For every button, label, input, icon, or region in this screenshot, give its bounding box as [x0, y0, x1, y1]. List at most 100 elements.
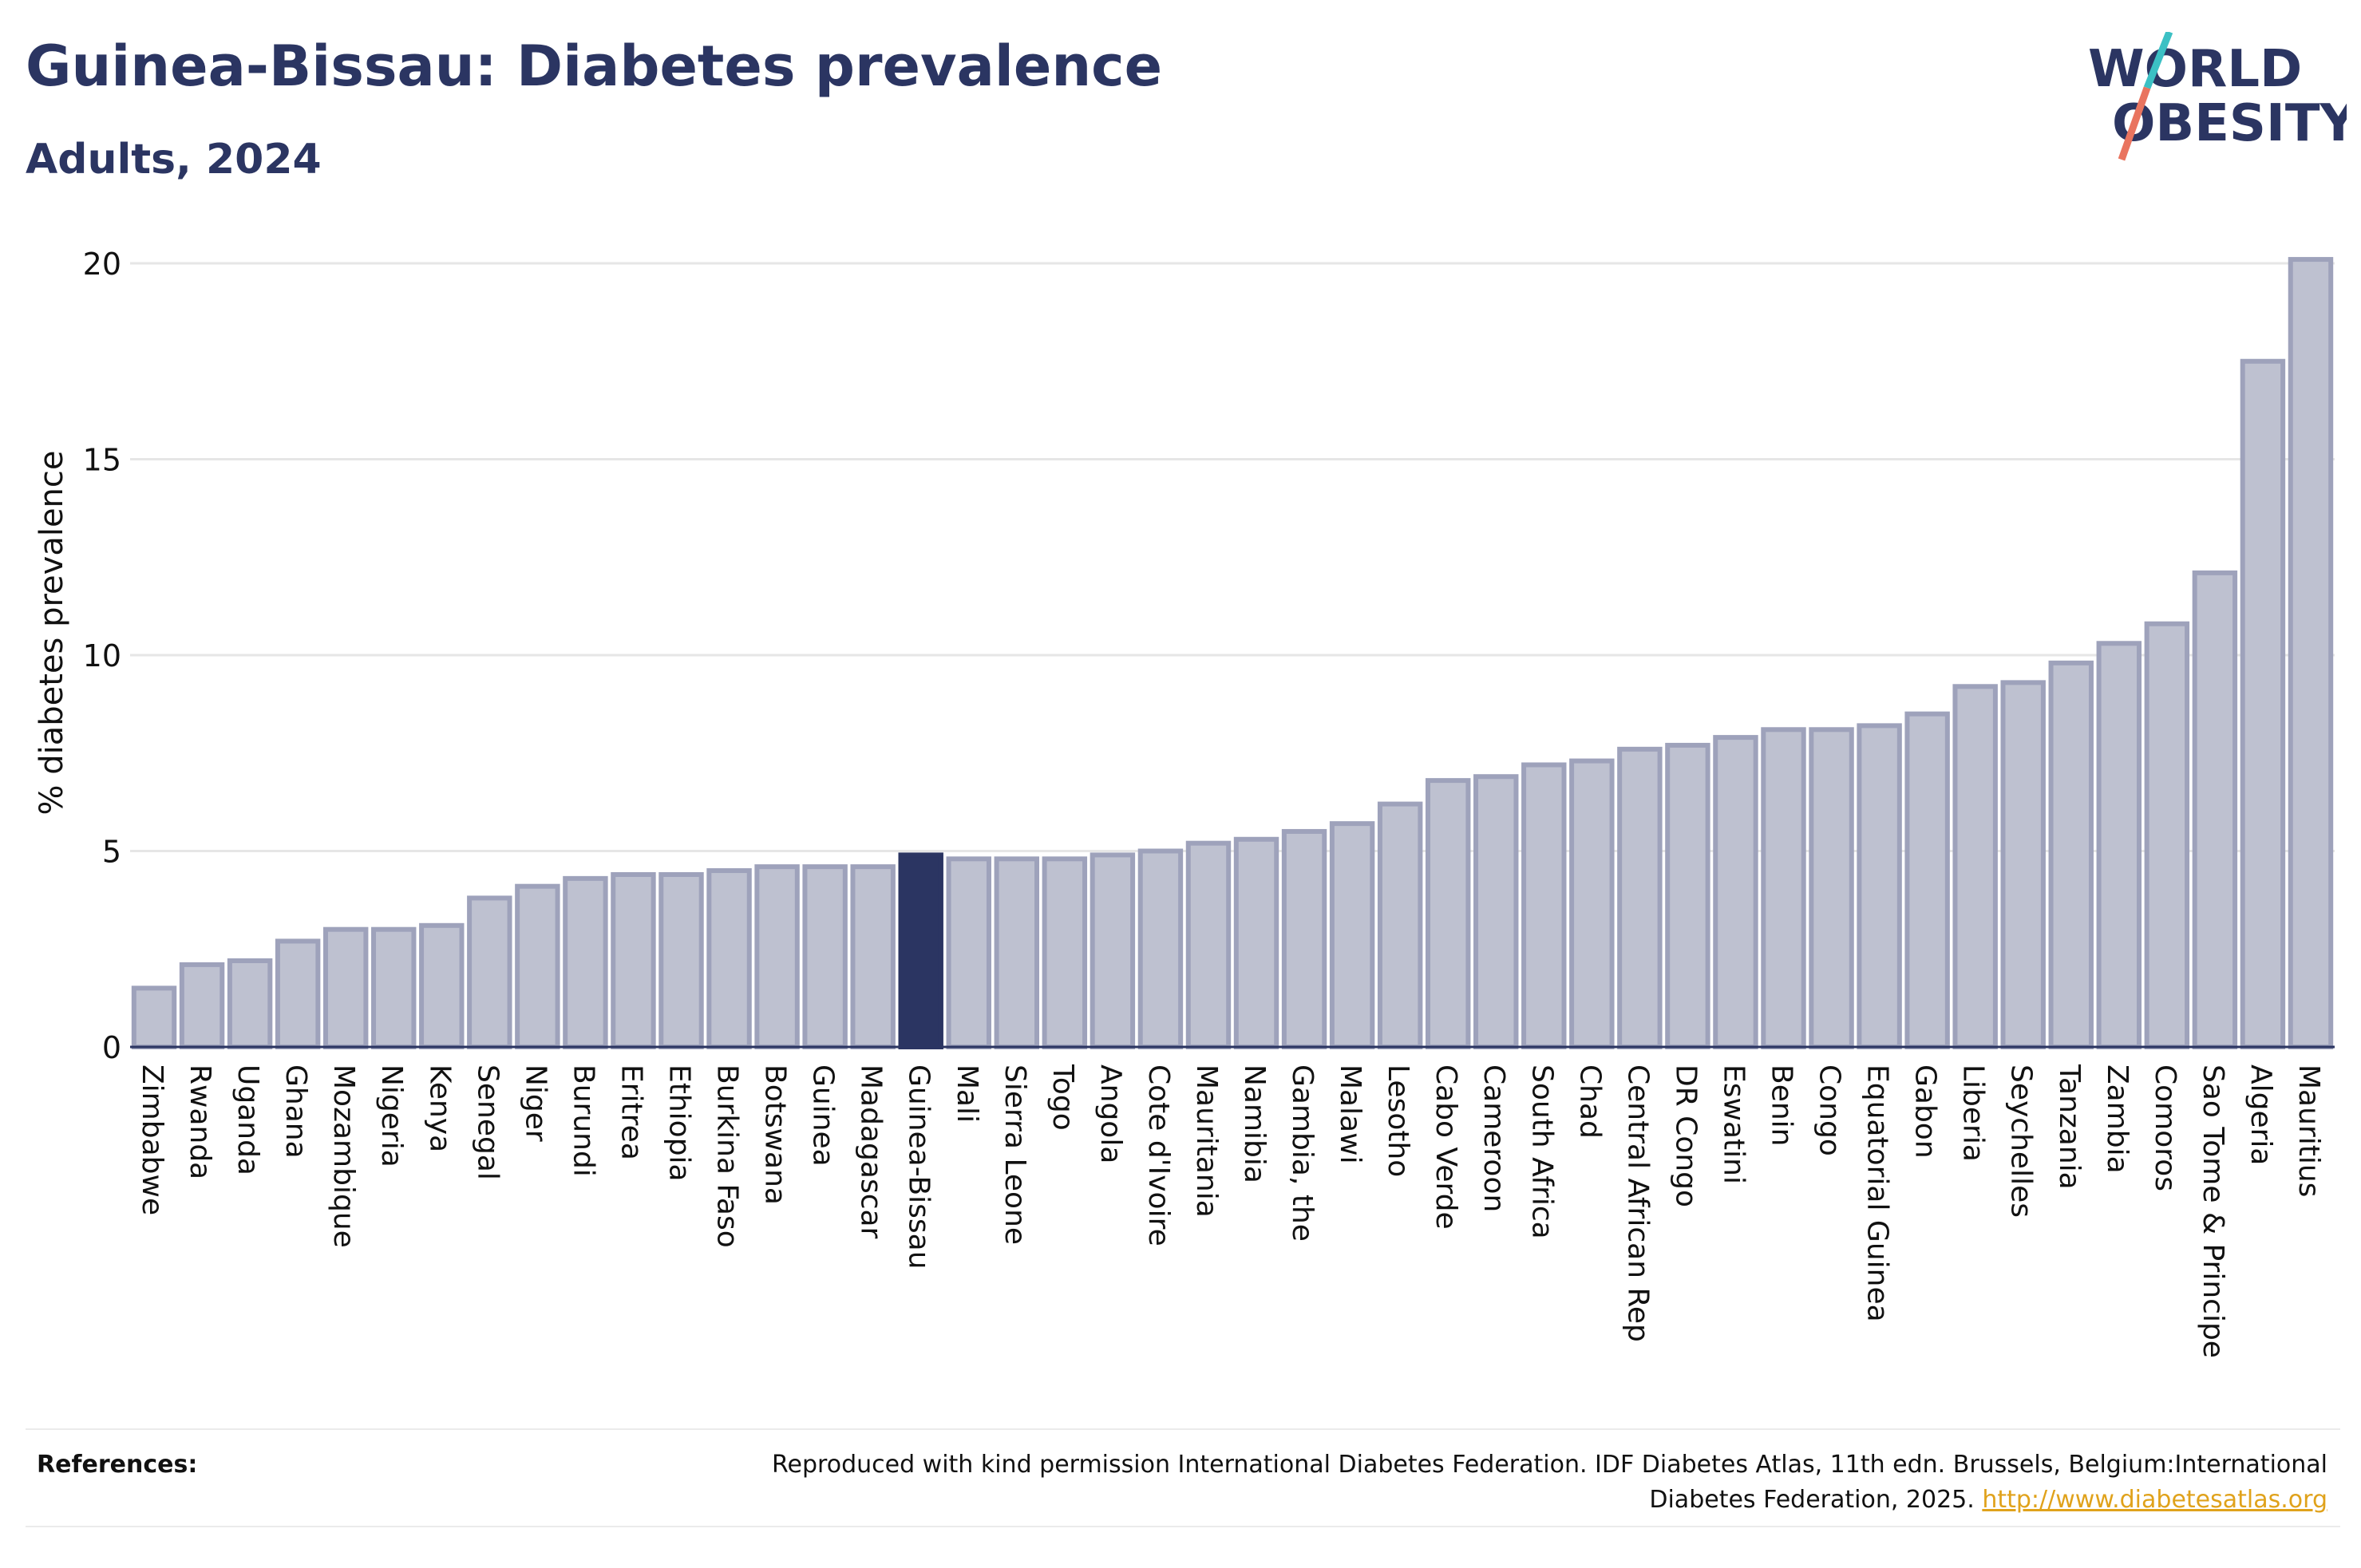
bar-benin	[1761, 727, 1806, 1049]
logo-text-obesity: OBESITY	[2112, 94, 2347, 153]
x-tick-label: Congo	[1813, 1064, 1846, 1156]
x-tick-label: Malawi	[1334, 1064, 1366, 1164]
x-tick-label: Rwanda	[184, 1064, 216, 1179]
bar-liberia	[1952, 684, 1998, 1050]
references-citation: Reproduced with kind permission Internat…	[772, 1451, 2327, 1514]
x-tick-label: Botswana	[759, 1064, 792, 1205]
bar-niger	[515, 883, 560, 1049]
x-tick-label: Tanzania	[2053, 1064, 2086, 1190]
x-tick-label: Central African Rep	[1621, 1064, 1654, 1342]
bar-ghana	[275, 938, 321, 1050]
bar-cote-d-ivoire	[1137, 848, 1184, 1049]
x-tick-label: Lesotho	[1382, 1064, 1414, 1177]
y-tick-label: 0	[102, 1030, 121, 1065]
bar-algeria	[2240, 358, 2286, 1049]
bar-dr-congo	[1665, 742, 1710, 1049]
x-tick-label: Sierra Leone	[999, 1064, 1031, 1245]
bar-eritrea	[611, 871, 656, 1049]
x-tick-label: Algeria	[2244, 1064, 2277, 1166]
x-axis-ticks: Zimbabwe Rwanda Uganda Ghana Mozambique Niger…	[136, 1064, 2325, 1358]
bar-congo	[1809, 727, 1854, 1049]
bar-cabo-verde	[1425, 778, 1471, 1049]
x-tick-label: Mozambique	[327, 1064, 360, 1248]
x-tick-label: Guinea-Bissau	[903, 1064, 935, 1270]
logo-slash-bottom	[2118, 86, 2151, 161]
bar-gambia-the	[1281, 828, 1327, 1049]
bar-sierra-leone	[994, 856, 1040, 1049]
bar-tanzania	[2048, 660, 2094, 1049]
bar-nigeria	[371, 926, 417, 1049]
bar-chad	[1569, 758, 1615, 1049]
y-tick-label: 15	[83, 443, 121, 478]
y-axis-label: % diabetes prevalence	[34, 450, 70, 815]
x-tick-label: Senegal	[471, 1064, 504, 1180]
x-tick-label: Equatorial Guinea	[1861, 1064, 1894, 1322]
bar-malawi	[1329, 821, 1375, 1049]
bar-south-africa	[1521, 762, 1567, 1049]
references-link[interactable]: http://www.diabetesatlas.org	[1982, 1486, 2327, 1514]
bar-zimbabwe	[131, 985, 177, 1049]
logo-text-world: WORLD	[2088, 40, 2302, 99]
x-tick-label: South Africa	[1525, 1064, 1558, 1239]
x-tick-label: Mauritania	[1190, 1064, 1223, 1218]
bar-ethiopia	[658, 871, 704, 1049]
bar-cameroon	[1473, 774, 1519, 1050]
x-tick-label: Zambia	[2101, 1064, 2134, 1174]
references-divider-bottom	[26, 1526, 2340, 1527]
x-tick-label: Kenya	[423, 1064, 456, 1152]
bar-gabon	[1904, 711, 1950, 1050]
x-tick-label: Angola	[1094, 1064, 1127, 1163]
bar-chart: 0 5 10 15 20 Zimbabwe Rwanda Uganda Ghana Mozamb…	[34, 247, 2335, 1358]
bar-mauritius	[2288, 257, 2334, 1049]
x-tick-label: Ghana	[279, 1064, 312, 1159]
x-tick-label: Cabo Verde	[1430, 1064, 1462, 1230]
x-tick-label: Burundi	[567, 1064, 599, 1177]
x-tick-label: DR Congo	[1669, 1064, 1702, 1207]
x-tick-label: Togo	[1046, 1064, 1079, 1131]
page-subtitle: Adults, 2024	[26, 136, 322, 184]
bar-eswatini	[1713, 735, 1758, 1049]
bar-uganda	[227, 958, 273, 1049]
references-divider-top	[26, 1428, 2340, 1430]
bar-mozambique	[322, 926, 369, 1049]
x-tick-label: Eritrea	[615, 1064, 647, 1160]
bar-comoros	[2144, 621, 2190, 1049]
bar-seychelles	[2000, 680, 2046, 1049]
page-title: Guinea-Bissau: Diabetes prevalence	[26, 34, 1163, 99]
bars	[130, 257, 2335, 1050]
bar-angola	[1090, 852, 1136, 1050]
x-tick-label: Comoros	[2149, 1064, 2181, 1191]
bar-mali	[946, 856, 991, 1049]
x-tick-label: Namibia	[1238, 1064, 1271, 1183]
x-tick-label: Madagascar	[855, 1064, 888, 1239]
bar-lesotho	[1377, 801, 1423, 1050]
bar-botswana	[754, 864, 800, 1050]
bar-zambia	[2096, 641, 2142, 1050]
x-tick-label: Seychelles	[2005, 1064, 2038, 1218]
x-tick-label: Gambia, the	[1286, 1064, 1319, 1242]
y-tick-label: 5	[102, 835, 121, 870]
x-tick-label: Zimbabwe	[136, 1064, 168, 1215]
bar-senegal	[467, 895, 512, 1050]
x-tick-label: Chad	[1573, 1064, 1606, 1139]
y-tick-label: 20	[83, 247, 121, 282]
references-label: References:	[37, 1451, 198, 1479]
x-tick-label: Mali	[951, 1064, 983, 1123]
bar-burundi	[563, 875, 608, 1049]
world-obesity-logo: WORLD OBESITY	[2088, 32, 2347, 161]
bar-equatorial-guinea	[1857, 723, 1902, 1049]
bar-namibia	[1233, 836, 1279, 1050]
x-tick-label: Liberia	[1957, 1064, 1990, 1162]
bar-togo	[1042, 856, 1088, 1049]
x-tick-label: Benin	[1766, 1064, 1798, 1146]
x-tick-label: Guinea	[807, 1064, 840, 1167]
bar-rwanda	[179, 962, 225, 1050]
logo-slash-top	[2143, 32, 2173, 89]
x-tick-label: Uganda	[231, 1064, 264, 1175]
x-tick-label: Ethiopia	[663, 1064, 696, 1182]
bar-burkina-faso	[706, 868, 752, 1050]
y-axis-ticks: 0 5 10 15 20	[83, 247, 121, 1065]
x-tick-label: Burkina Faso	[711, 1064, 744, 1248]
x-tick-label: Mauritius	[2292, 1064, 2325, 1197]
x-tick-label: Niger	[519, 1064, 552, 1142]
